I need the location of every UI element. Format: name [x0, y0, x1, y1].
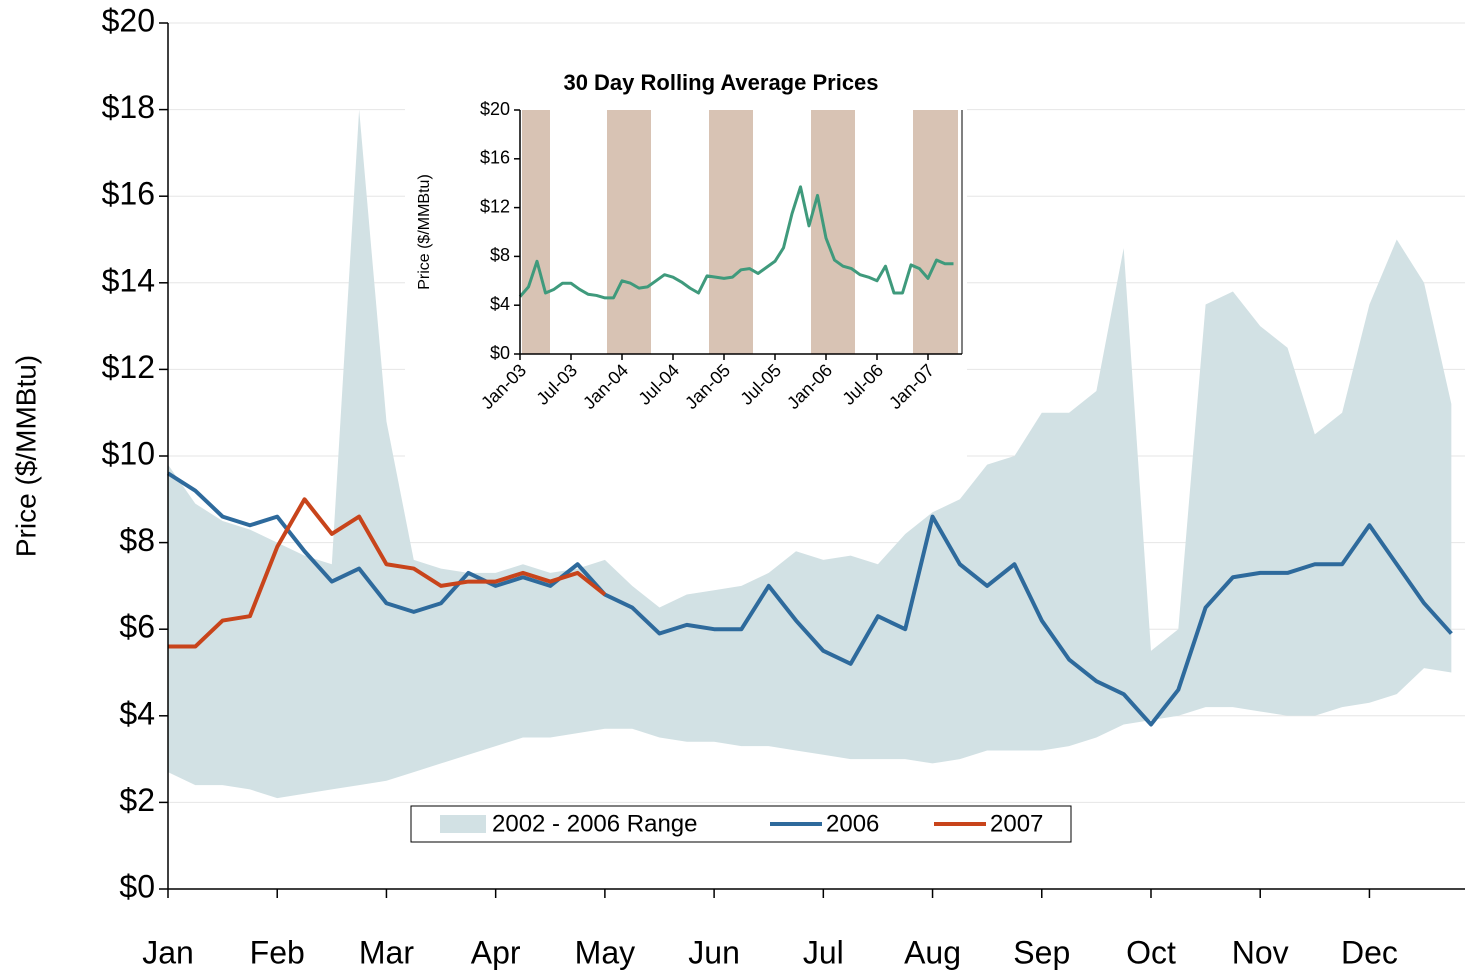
x-tick-label: Dec	[1341, 934, 1398, 970]
y-tick-label: $20	[102, 2, 155, 38]
y-tick-label: $0	[119, 868, 155, 904]
line	[166, 471, 1453, 727]
y-tick-label: $6	[119, 609, 155, 645]
winter-shade	[607, 110, 651, 354]
x-tick-label: Mar	[359, 934, 414, 970]
y-tick-label: $14	[102, 262, 155, 298]
y-tick-label: $16	[102, 176, 155, 212]
range-area	[168, 109, 1452, 799]
x-tick-label: Oct	[1126, 934, 1176, 970]
y-tick-label: $2	[119, 782, 155, 818]
y-tick-label: $0	[490, 343, 510, 363]
x-tick-label: Jul	[803, 934, 844, 970]
x-tick-label: Jun	[688, 934, 740, 970]
y-tick-label: $4	[490, 294, 510, 314]
winter-shade	[913, 110, 958, 354]
y-axis-label: Price ($/MMBtu)	[10, 355, 41, 557]
y-tick-label: $20	[480, 99, 510, 119]
legend-swatch	[440, 815, 486, 833]
x-tick-label: Nov	[1232, 934, 1289, 970]
legend-label: 2006	[826, 810, 879, 837]
x-tick-label: Jan	[142, 934, 194, 970]
winter-shade	[522, 110, 550, 354]
line	[518, 185, 954, 300]
legend-label: 2007	[990, 810, 1043, 837]
y-tick-label: $4	[119, 695, 155, 731]
line	[168, 497, 607, 649]
y-tick-label: $12	[480, 196, 510, 216]
y-tick-label: $10	[102, 435, 155, 471]
y-tick-label: $12	[102, 349, 155, 385]
x-tick-label: Sep	[1013, 934, 1070, 970]
legend-label: 2002 - 2006 Range	[492, 810, 698, 837]
x-tick-label: Aug	[904, 934, 961, 970]
winter-shade	[709, 110, 753, 354]
x-tick-label: Feb	[250, 934, 305, 970]
chart-title: 30 Day Rolling Average Prices	[563, 70, 878, 95]
y-tick-label: $16	[480, 148, 510, 168]
winter-shade	[811, 110, 855, 354]
y-axis-label: Price ($/MMBtu)	[416, 174, 433, 290]
y-tick-label: $8	[119, 522, 155, 558]
x-tick-label: May	[575, 934, 635, 970]
x-tick-label: Apr	[471, 934, 521, 970]
y-tick-label: $8	[490, 245, 510, 265]
y-tick-label: $18	[102, 89, 155, 125]
